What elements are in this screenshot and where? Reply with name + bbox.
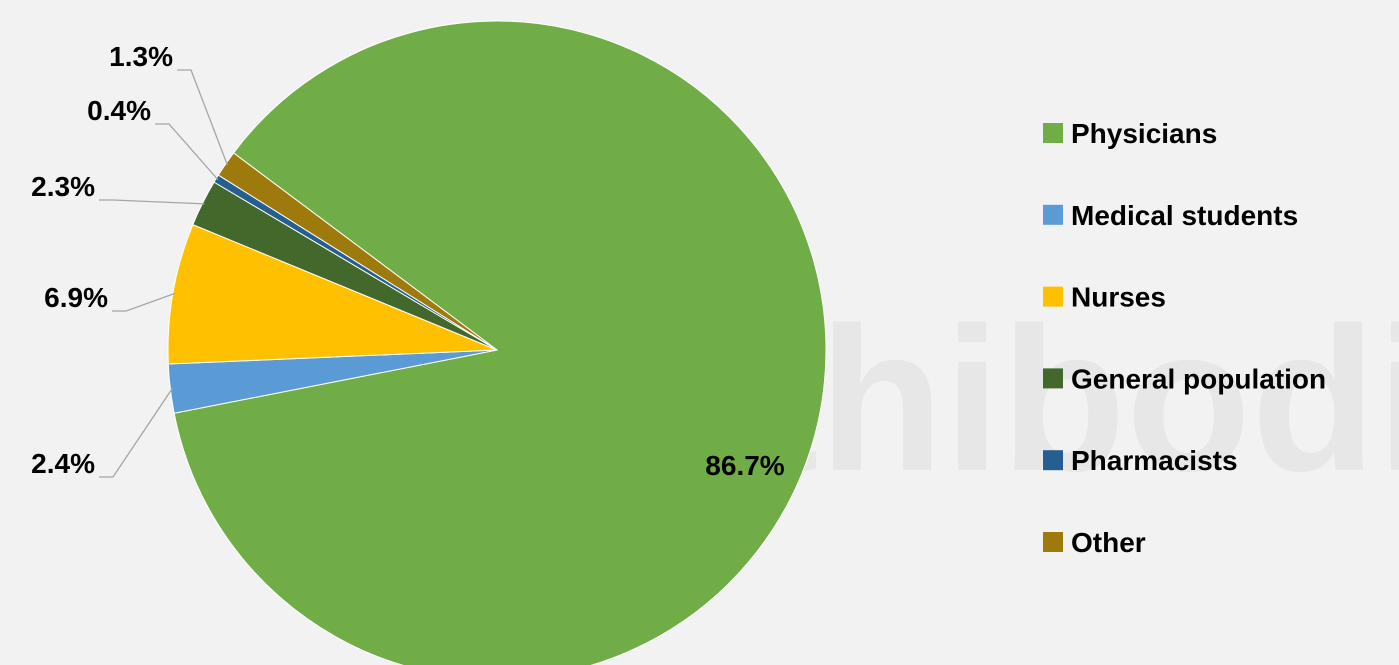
data-label: 0.4% [87,95,151,126]
data-label: 86.7% [705,450,784,481]
data-label: 6.9% [44,282,108,313]
leader-line [99,388,173,478]
legend-swatch [1043,204,1063,225]
leader-line [155,123,219,181]
legend-label: General population [1071,363,1326,394]
legend-swatch [1043,286,1063,307]
data-label: 2.3% [31,171,95,202]
pie-slice [173,20,827,665]
pie [167,20,827,665]
pie-slice [167,223,498,365]
legend-swatch [1043,532,1063,552]
leader-line [177,69,228,166]
legend-swatch [1043,368,1063,389]
legend-swatch [1043,450,1063,471]
data-label: 2.4% [31,448,95,479]
pie-slice [217,152,498,351]
legend-label: Pharmacists [1071,445,1238,476]
leader-line [99,199,205,205]
legend-swatch [1043,123,1063,143]
data-labels: 86.7% 2.4% 6.9% 2.3% 0.4% 1.3% [31,41,785,481]
legend: Physicians Medical students Nurses General … [1043,118,1326,558]
leader-line [112,292,176,312]
data-label: 1.3% [109,41,173,72]
legend-label: Nurses [1071,282,1166,313]
legend-label: Medical students [1071,200,1298,231]
legend-label: Other [1071,527,1146,558]
legend-label: Physicians [1071,118,1217,149]
